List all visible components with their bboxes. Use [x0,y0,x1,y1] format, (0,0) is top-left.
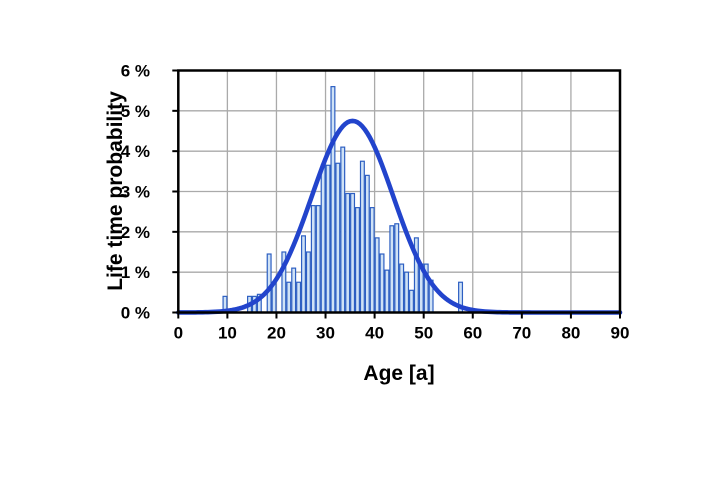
histogram-bar [350,192,356,314]
histogram-bar [359,160,365,314]
histogram-bar [369,207,375,314]
x-axis-label: Age [a] [363,362,434,385]
x-tick-label: 40 [365,324,384,343]
histogram-bar [345,192,351,314]
histogram-bar [315,205,321,314]
histogram-bar [296,281,302,314]
y-tick-label: 6 % [121,62,150,81]
y-tick-label: 1 % [121,263,150,282]
histogram-bar [374,237,380,314]
y-tick-label: 3 % [121,183,150,202]
tick-layer: 0 10 20 30 40 50 60 70 80 90 0 % 1 % 2 % 3 % 4 % 5 % 6 % [121,62,630,343]
x-tick-label: 20 [267,324,286,343]
x-tick-label: 50 [414,324,433,343]
x-tick-label: 10 [218,324,237,343]
x-tick-label: 90 [611,324,630,343]
x-tick-label: 30 [316,324,335,343]
histogram-bar [325,164,331,314]
histogram-bar [340,146,346,314]
x-tick-label: 80 [561,324,580,343]
histogram-bar [286,281,292,314]
histogram-bar [300,235,306,314]
histogram-bar [404,271,410,314]
histogram-bar [364,174,370,314]
y-tick-label: 5 % [121,102,150,121]
histogram-bar [379,253,385,314]
histogram-bar [394,223,400,314]
x-tick-label: 70 [512,324,531,343]
y-tick-label: 4 % [121,142,150,161]
gridline-layer [178,70,620,313]
x-tick-label: 0 [174,324,183,343]
histogram-bar [389,225,395,314]
histogram-bar [320,164,326,314]
y-tick-label: 2 % [121,223,150,242]
histogram-bar [266,253,272,314]
histogram-bar [384,269,390,314]
histogram-bar [310,205,316,314]
histogram-bar [305,251,311,314]
x-tick-label: 60 [463,324,482,343]
y-tick-label: 0 % [121,304,150,323]
histogram-bar [399,263,405,314]
histogram-bar [291,267,297,314]
histogram-bar [330,86,336,314]
histogram-bar [335,162,341,314]
histogram-bar [354,207,360,314]
histogram-bar [408,289,414,314]
y-axis-label: Life time probability [104,91,127,291]
